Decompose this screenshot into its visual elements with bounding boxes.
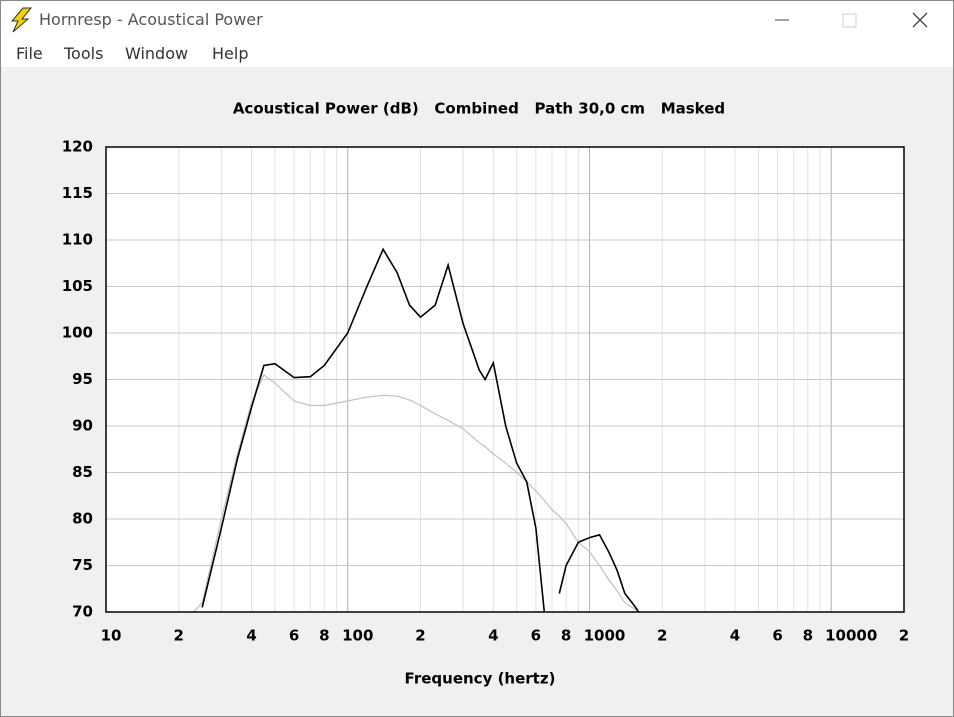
data-line: [192, 373, 640, 612]
x-tick-label: 2: [657, 627, 667, 645]
y-tick-label: 115: [62, 184, 93, 202]
y-tick-label: 70: [72, 603, 93, 621]
y-tick-label: 80: [72, 510, 93, 528]
maximize-button[interactable]: [842, 13, 857, 28]
x-tick-label: 6: [772, 627, 782, 645]
y-tick-label: 110: [62, 231, 93, 249]
series-group: [192, 247, 640, 612]
app-icon: [10, 7, 33, 33]
menu-item[interactable]: File: [16, 44, 43, 63]
title-bar: Hornresp - Acoustical Power: [1, 1, 953, 39]
y-tick-label: 100: [62, 324, 93, 342]
plot-frame: [105, 146, 905, 613]
data-line: [201, 247, 640, 612]
x-tick-label: 10: [101, 627, 122, 645]
x-tick-label: 2: [415, 627, 425, 645]
x-tick-label: 2: [174, 627, 184, 645]
x-tick-label: 4: [730, 627, 740, 645]
menu-item[interactable]: Window: [125, 44, 189, 63]
chart-title: Acoustical Power (dB) Combined Path 30,0…: [233, 100, 725, 118]
close-button[interactable]: [912, 12, 928, 28]
x-tick-label: 1000: [584, 627, 626, 645]
chart: Acoustical Power (dB) Combined Path 30,0…: [62, 100, 910, 688]
y-tick-label: 85: [72, 463, 93, 481]
menu-item[interactable]: Help: [212, 44, 249, 63]
grid: [105, 146, 905, 613]
x-tick-label: 6: [531, 627, 541, 645]
x-axis-label: Frequency (hertz): [405, 670, 556, 688]
x-tick-label: 8: [803, 627, 813, 645]
y-tick-label: 75: [72, 556, 93, 574]
x-tick-label: 8: [319, 627, 329, 645]
y-tick-label: 105: [62, 277, 93, 295]
x-tick-label: 4: [488, 627, 498, 645]
x-tick-label: 2: [899, 627, 909, 645]
y-tick-label: 120: [62, 138, 93, 156]
x-tick-label: 10000: [825, 627, 877, 645]
menu-bar: File Tools Window Help: [1, 39, 953, 67]
x-tick-label: 4: [246, 627, 256, 645]
menu-item[interactable]: Tools: [64, 44, 104, 63]
y-tick-label: 90: [72, 417, 93, 435]
x-tick-label: 100: [342, 627, 373, 645]
window-controls: [775, 12, 928, 28]
window-title: Hornresp - Acoustical Power: [39, 10, 263, 29]
x-tick-label: 8: [561, 627, 571, 645]
x-tick-label: 6: [289, 627, 299, 645]
y-tick-label: 95: [72, 370, 93, 388]
